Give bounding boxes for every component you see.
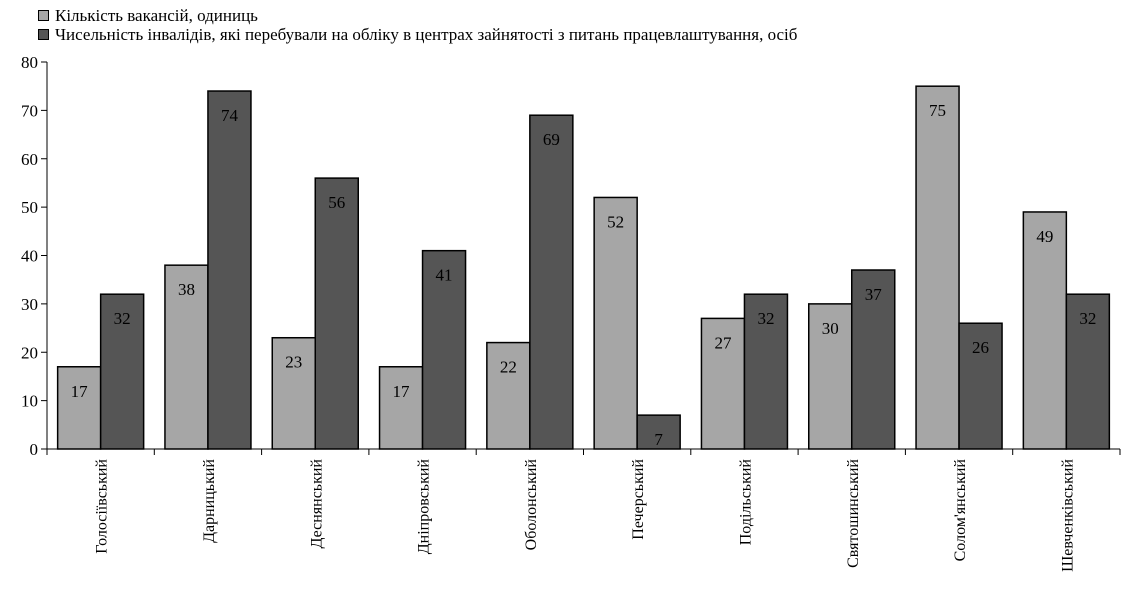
data-label: 75 [929, 101, 946, 120]
data-label: 17 [393, 382, 411, 401]
bar-disabled-persons [421, 249, 467, 450]
data-label: 17 [71, 382, 89, 401]
data-label: 30 [822, 319, 839, 338]
legend-label-vacancies: Кількість вакансій, одиниць [55, 6, 258, 25]
data-label: 32 [114, 309, 131, 328]
bar-vacancies [593, 196, 638, 450]
category-label: Голосіївський [94, 459, 111, 554]
data-label: 38 [178, 280, 195, 299]
data-label: 32 [757, 309, 774, 328]
data-label: 37 [865, 285, 883, 304]
category-label: Оболонський [523, 459, 540, 551]
data-label: 23 [285, 353, 302, 372]
data-label: 41 [436, 266, 453, 285]
data-label: 69 [543, 130, 560, 149]
bar-disabled-persons [314, 177, 359, 450]
bar-vacancies [915, 85, 960, 450]
data-label: 27 [714, 333, 732, 352]
data-label: 32 [1079, 309, 1096, 328]
y-tick-label: 50 [21, 198, 38, 217]
bar-disabled-persons [529, 114, 574, 450]
legend-label-disabled-persons: Чисельність інвалідів, які перебували на… [55, 25, 798, 44]
bar-vacancies [808, 303, 853, 450]
category-label: Святошинський [845, 459, 862, 568]
legend-swatch-disabled-persons [38, 29, 49, 40]
data-label: 52 [607, 212, 624, 231]
bar-disabled-persons [207, 90, 252, 450]
y-tick-label: 20 [21, 343, 38, 362]
category-label: Деснянський [308, 459, 325, 549]
y-tick-label: 10 [21, 392, 38, 411]
bar-disabled-persons [851, 269, 896, 450]
category-label: Дарницький [201, 459, 218, 543]
data-label: 26 [972, 338, 989, 357]
bar-disabled-persons [743, 293, 789, 450]
category-label: Шевченківський [1059, 459, 1076, 572]
bar-disabled-persons [99, 293, 145, 450]
category-label: Дніпровський [416, 459, 433, 555]
bar-vacancies [56, 366, 102, 450]
data-label: 56 [328, 193, 345, 212]
y-tick-label: 40 [21, 247, 38, 266]
chart-legend: Кількість вакансій, одиниць Чисельність … [38, 6, 797, 44]
bar-vacancies [378, 366, 424, 450]
y-tick-label: 30 [21, 295, 38, 314]
category-label: Подільський [737, 459, 754, 546]
data-label: 49 [1036, 227, 1053, 246]
category-label: Солом'янський [952, 459, 969, 562]
bar-disabled-persons [636, 414, 681, 450]
legend-swatch-vacancies [38, 10, 49, 21]
legend-item-vacancies: Кількість вакансій, одиниць [38, 6, 797, 25]
bar-disabled-persons [958, 322, 1003, 450]
y-tick-label: 60 [21, 150, 38, 169]
y-tick-label: 70 [21, 101, 38, 120]
y-tick-label: 0 [30, 440, 39, 459]
category-label: Печерський [630, 459, 647, 540]
data-label: 7 [654, 430, 663, 449]
legend-item-disabled-persons: Чисельність інвалідів, які перебували на… [38, 25, 797, 44]
y-tick-label: 80 [21, 53, 38, 72]
data-label: 74 [221, 106, 239, 125]
bar-vacancies [1022, 211, 1068, 450]
data-label: 22 [500, 358, 517, 377]
bar-disabled-persons [1065, 293, 1111, 450]
